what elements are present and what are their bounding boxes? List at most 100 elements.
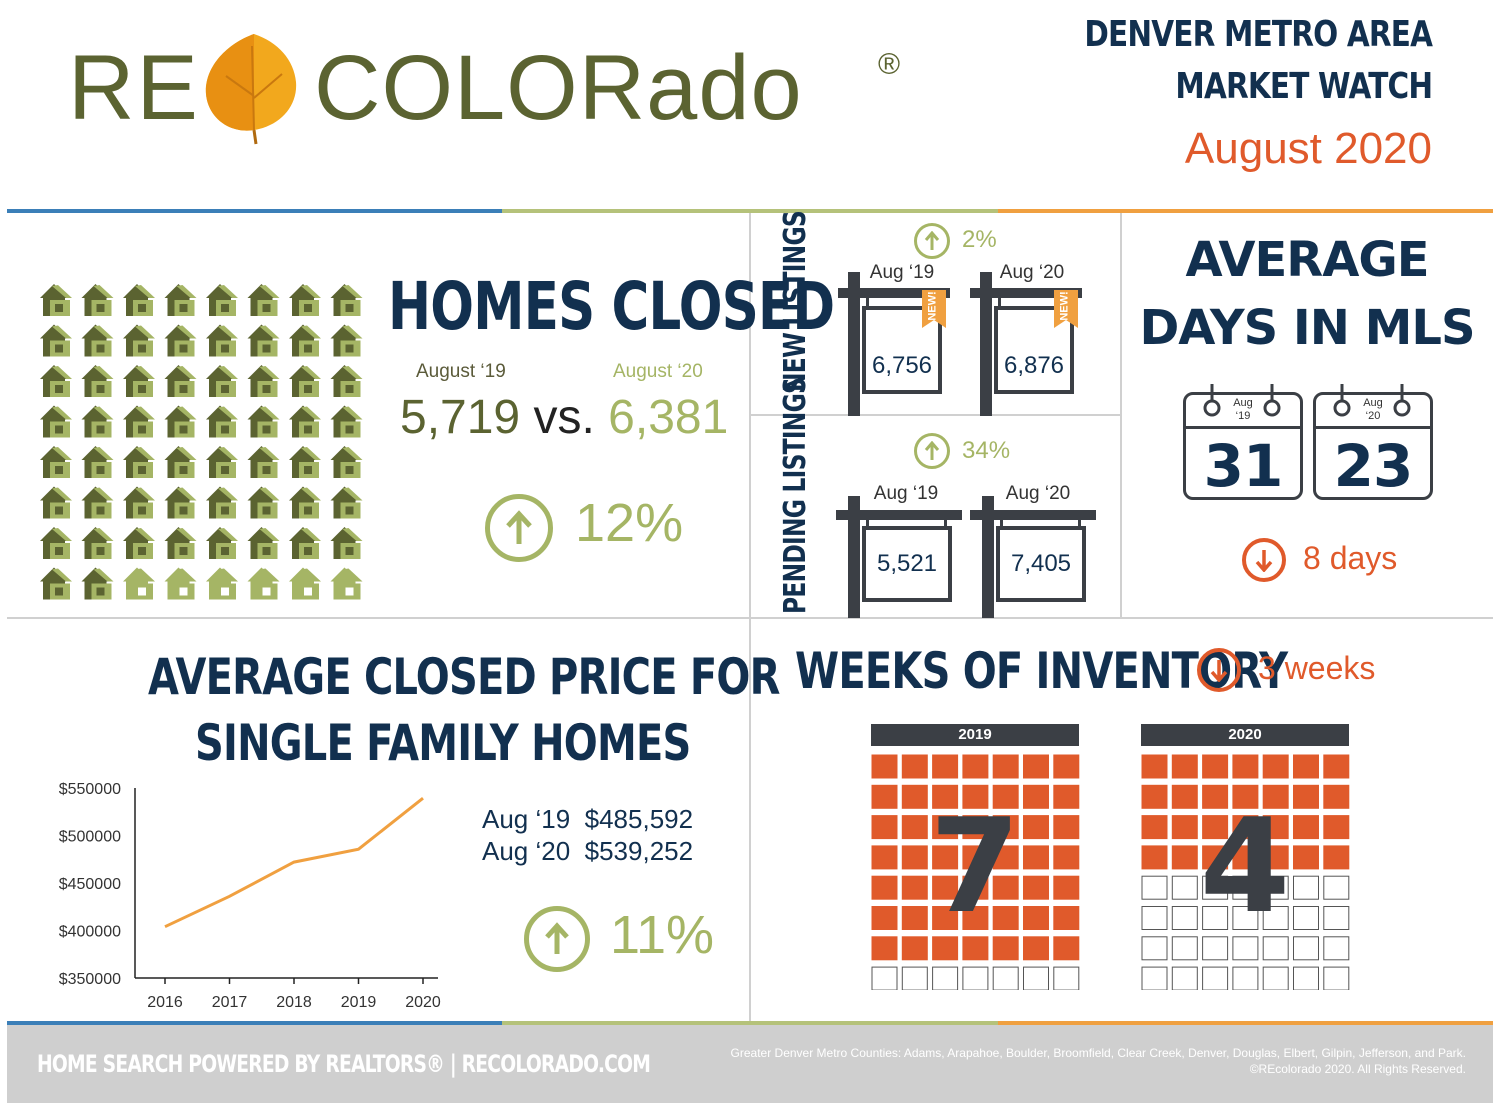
x-tick-label: 2018	[276, 994, 312, 1010]
house-icon	[247, 486, 280, 519]
house-icon	[81, 446, 114, 478]
cal-curr-year: ‘20	[1365, 410, 1381, 422]
inventory-day-cell	[1171, 906, 1198, 930]
divider-h1	[7, 617, 1493, 619]
inventory-day-cell	[1053, 906, 1080, 930]
inventory-day-cell	[1262, 875, 1289, 900]
inventory-day-cell	[901, 966, 928, 990]
house-icon	[206, 567, 238, 600]
inventory-day-cell	[962, 754, 989, 779]
pending-label-prev: Aug ‘19	[873, 483, 939, 504]
inventory-day-cell	[1232, 845, 1259, 870]
homes-label-curr: August ‘20	[613, 361, 703, 382]
brand-re: RE	[68, 37, 200, 139]
house-icon	[330, 405, 363, 438]
house-icon	[206, 324, 238, 357]
days-title-line1: AVERAGE	[1185, 232, 1429, 288]
days-change: 8 days	[1303, 540, 1398, 576]
house-icon	[330, 284, 363, 316]
inventory-day-cell	[932, 784, 959, 809]
footer-copyright: ©REcolorado 2020. All Rights Reserved.	[1249, 1062, 1466, 1076]
house-icon	[81, 324, 114, 357]
house-icon	[247, 365, 280, 397]
inventory-day-cell	[1262, 966, 1289, 990]
pending-value-curr: 7,405	[1010, 550, 1072, 577]
inventory-day-cell	[1202, 815, 1229, 840]
inventory-day-cell	[871, 845, 898, 870]
house-icon	[164, 405, 197, 438]
inventory-day-cell	[1323, 936, 1350, 961]
new-value-prev: 6,756	[871, 352, 933, 379]
inventory-day-cell	[1053, 966, 1080, 990]
house-icon	[123, 486, 155, 519]
house-icon	[81, 365, 114, 397]
new-label-prev: Aug ‘19	[869, 262, 935, 283]
inventory-day-cell	[871, 815, 898, 840]
house-icon	[164, 567, 197, 600]
cal-prev-value: 31	[1203, 432, 1284, 500]
pending-label-curr: Aug ‘20	[1005, 483, 1071, 504]
inventory-day-cell	[932, 815, 959, 840]
inventory-down-arrow-icon	[1197, 648, 1241, 692]
aspen-leaf-icon	[205, 34, 297, 145]
calendar-rings-icon	[1203, 384, 1281, 417]
weeks-prev-number: 7	[929, 790, 1021, 942]
pending-value-prev: 5,521	[876, 550, 938, 577]
sign-post-icon	[970, 272, 1082, 416]
price-line-chart: $550000 $500000 $450000 $400000 $350000 2016 2…	[59, 781, 441, 1010]
new-value-curr: 6,876	[1003, 352, 1065, 379]
price-up-arrow-icon	[524, 906, 590, 972]
inventory-day-cell	[962, 966, 989, 990]
cal-curr-value: 23	[1333, 432, 1414, 500]
house-icon	[81, 284, 114, 316]
inventory-day-cell	[1202, 966, 1229, 990]
inventory-day-cell	[1023, 966, 1049, 990]
y-tick-label: $450000	[59, 876, 121, 893]
inventory-day-cell	[1293, 936, 1319, 961]
inventory-day-cell	[1323, 754, 1350, 779]
homes-vs: vs.	[533, 391, 595, 444]
pending-change: 34%	[962, 437, 1011, 464]
inventory-day-cell	[1141, 815, 1168, 840]
inventory-day-cell	[1232, 784, 1259, 809]
house-icon	[164, 446, 197, 478]
inventory-day-cell	[962, 875, 989, 900]
inventory-day-cell	[901, 815, 928, 840]
calendar-divider	[1183, 426, 1303, 429]
inventory-day-cell	[901, 754, 928, 779]
inventory-day-cell	[1023, 875, 1049, 900]
inventory-day-cell	[992, 754, 1019, 779]
cal-prev-year: ‘19	[1235, 410, 1251, 422]
inventory-day-cell	[992, 815, 1019, 840]
cal-prev-month: Aug	[1233, 397, 1253, 409]
inventory-day-cell	[1141, 784, 1168, 809]
inventory-day-cell	[1232, 906, 1259, 930]
house-icon	[330, 365, 363, 397]
inventory-day-cell	[1262, 936, 1289, 961]
house-icon	[206, 486, 238, 519]
inventory-day-cell	[1023, 815, 1049, 840]
inventory-day-cell	[1141, 966, 1168, 990]
house-icon	[123, 567, 155, 600]
inventory-day-cell	[1323, 966, 1350, 990]
x-tick-label: 2016	[147, 994, 183, 1010]
inventory-day-cell	[1232, 966, 1259, 990]
house-icon	[164, 365, 197, 397]
inventory-day-cell	[1202, 845, 1229, 870]
homes-value-prev: 5,719	[400, 391, 521, 444]
inventory-day-cell	[1202, 875, 1229, 900]
period-title: August 2020	[1184, 124, 1432, 173]
house-icon	[40, 567, 72, 600]
weeks-curr-number: 4	[1199, 790, 1291, 942]
inventory-day-cell	[1323, 875, 1350, 900]
inventory-day-cell	[1053, 754, 1080, 779]
house-icon	[40, 284, 72, 316]
footer-tagline[interactable]: HOME SEARCH POWERED BY REALTORS® | RECOL…	[37, 1050, 651, 1078]
house-icon	[81, 486, 114, 519]
house-icon	[123, 365, 155, 397]
inventory-day-cell	[932, 966, 959, 990]
house-icon	[289, 365, 321, 397]
inventory-day-cell	[1171, 845, 1198, 870]
inventory-day-cell	[1171, 936, 1198, 961]
house-icon	[289, 567, 321, 600]
